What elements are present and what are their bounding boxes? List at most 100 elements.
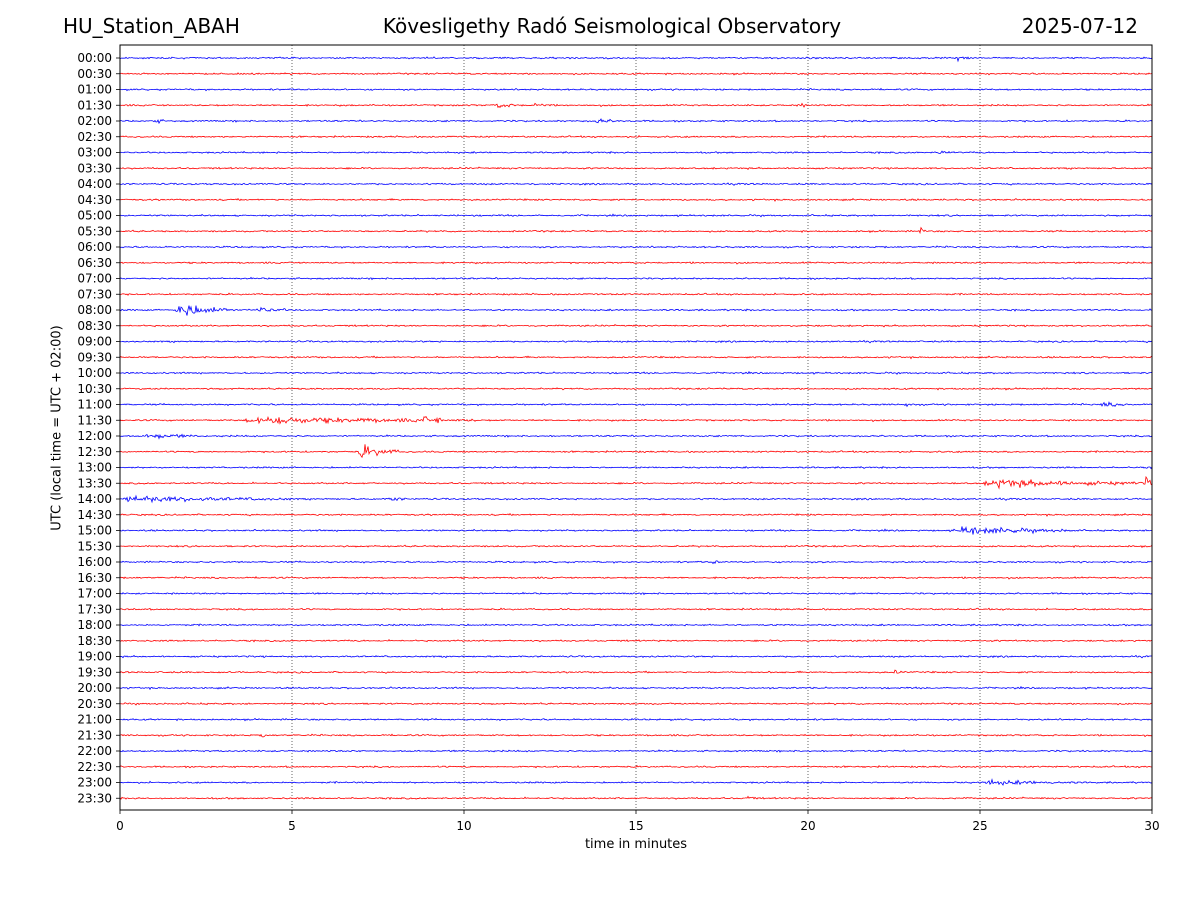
trace-2330 bbox=[119, 795, 1153, 801]
y-tick-label: 16:30 bbox=[77, 571, 112, 585]
y-tick-label: 13:00 bbox=[77, 461, 112, 475]
trace-2100 bbox=[119, 717, 1153, 722]
trace-0330 bbox=[119, 166, 1153, 171]
trace-1900 bbox=[119, 654, 1153, 659]
trace-1500 bbox=[119, 526, 1153, 535]
y-tick-label: 19:00 bbox=[77, 650, 112, 664]
trace-0100 bbox=[119, 87, 1153, 92]
y-tick-label: 09:30 bbox=[77, 350, 112, 364]
y-tick-label: 10:00 bbox=[77, 366, 112, 380]
trace-1630 bbox=[119, 576, 1153, 580]
y-tick-label: 14:30 bbox=[77, 508, 112, 522]
plot-frame bbox=[119, 44, 1153, 811]
y-tick-label: 16:00 bbox=[77, 555, 112, 569]
y-tick-label: 20:30 bbox=[77, 697, 112, 711]
x-tick-label: 15 bbox=[628, 819, 643, 833]
trace-1800 bbox=[119, 623, 1153, 627]
y-tick-label: 21:30 bbox=[77, 728, 112, 742]
y-tick-label: 12:30 bbox=[77, 445, 112, 459]
x-tick-label: 0 bbox=[116, 819, 124, 833]
trace-1830 bbox=[119, 639, 1153, 643]
trace-0630 bbox=[119, 261, 1153, 265]
x-axis-label: time in minutes bbox=[584, 837, 688, 852]
trace-0430 bbox=[119, 198, 1153, 202]
trace-0030 bbox=[119, 72, 1153, 76]
trace-1000 bbox=[119, 370, 1153, 375]
station-title: HU_Station_ABAH bbox=[63, 14, 240, 38]
y-tick-label: 02:00 bbox=[77, 114, 112, 128]
y-tick-label: 10:30 bbox=[77, 382, 112, 396]
y-tick-label: 04:30 bbox=[77, 193, 112, 207]
y-tick-label: 22:30 bbox=[77, 760, 112, 774]
trace-2130 bbox=[119, 733, 1153, 738]
y-tick-label: 01:30 bbox=[77, 98, 112, 112]
y-tick-label: 03:00 bbox=[77, 146, 112, 160]
trace-2230 bbox=[119, 765, 1153, 769]
y-tick-label: 18:30 bbox=[77, 634, 112, 648]
y-tick-label: 21:00 bbox=[77, 713, 112, 727]
trace-1700 bbox=[119, 591, 1153, 596]
y-tick-label: 00:00 bbox=[77, 51, 112, 65]
y-tick-label: 04:00 bbox=[77, 177, 112, 191]
trace-1430 bbox=[119, 513, 1153, 517]
trace-0300 bbox=[119, 150, 1153, 155]
trace-0730 bbox=[119, 292, 1153, 296]
trace-1600 bbox=[119, 560, 1153, 565]
y-tick-label: 07:00 bbox=[77, 272, 112, 286]
trace-1230 bbox=[119, 444, 1153, 459]
x-tick-label: 5 bbox=[288, 819, 296, 833]
trace-0500 bbox=[119, 213, 1153, 218]
trace-0700 bbox=[119, 276, 1153, 281]
y-axis-label: UTC (local time = UTC + 02:00) bbox=[49, 325, 65, 531]
trace-1730 bbox=[119, 607, 1153, 611]
y-tick-label: 15:30 bbox=[77, 539, 112, 553]
trace-0230 bbox=[119, 135, 1153, 139]
trace-0130 bbox=[119, 102, 1153, 109]
trace-1930 bbox=[119, 669, 1153, 674]
y-tick-label: 11:00 bbox=[77, 398, 112, 412]
x-tick-label: 20 bbox=[800, 819, 815, 833]
trace-1100 bbox=[119, 401, 1153, 408]
trace-0800 bbox=[119, 305, 1153, 316]
trace-1300 bbox=[119, 465, 1153, 470]
y-tick-label: 14:00 bbox=[77, 492, 112, 506]
trace-0400 bbox=[119, 182, 1153, 186]
y-tick-label: 18:00 bbox=[77, 618, 112, 632]
date-title: 2025-07-12 bbox=[1021, 14, 1138, 38]
y-tick-label: 06:00 bbox=[77, 240, 112, 254]
y-tick-label: 11:30 bbox=[77, 413, 112, 427]
y-tick-label: 15:00 bbox=[77, 524, 112, 538]
x-tick-label: 10 bbox=[456, 819, 471, 833]
trace-2300 bbox=[119, 778, 1153, 786]
y-tick-label: 03:30 bbox=[77, 161, 112, 175]
trace-0000 bbox=[119, 56, 1153, 63]
trace-1200 bbox=[119, 433, 1153, 440]
y-tick-label: 13:30 bbox=[77, 476, 112, 490]
y-tick-label: 05:00 bbox=[77, 209, 112, 223]
y-tick-label: 07:30 bbox=[77, 287, 112, 301]
trace-1030 bbox=[119, 387, 1153, 391]
trace-0830 bbox=[119, 324, 1152, 328]
y-tick-label: 17:00 bbox=[77, 587, 112, 601]
y-tick-label: 23:00 bbox=[77, 776, 112, 790]
trace-0600 bbox=[119, 245, 1153, 249]
trace-0530 bbox=[119, 226, 1153, 235]
trace-2200 bbox=[119, 749, 1153, 753]
y-tick-label: 08:00 bbox=[77, 303, 112, 317]
trace-1400 bbox=[119, 494, 1153, 504]
y-tick-label: 12:00 bbox=[77, 429, 112, 443]
y-tick-label: 00:30 bbox=[77, 67, 112, 81]
y-tick-label: 19:30 bbox=[77, 665, 112, 679]
trace-0930 bbox=[119, 355, 1153, 360]
y-tick-label: 20:00 bbox=[77, 681, 112, 695]
y-tick-label: 08:30 bbox=[77, 319, 112, 333]
trace-1530 bbox=[119, 544, 1153, 549]
y-tick-label: 06:30 bbox=[77, 256, 112, 270]
trace-0200 bbox=[119, 118, 1153, 125]
x-tick-label: 30 bbox=[1144, 819, 1159, 833]
trace-1130 bbox=[119, 415, 1153, 425]
trace-0900 bbox=[119, 339, 1153, 344]
trace-1330 bbox=[119, 475, 1153, 490]
y-tick-label: 02:30 bbox=[77, 130, 112, 144]
